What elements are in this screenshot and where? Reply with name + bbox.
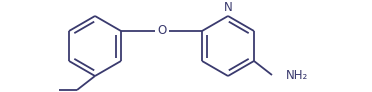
Text: NH₂: NH₂ <box>286 69 308 82</box>
Text: O: O <box>157 23 166 37</box>
Text: N: N <box>224 1 232 14</box>
